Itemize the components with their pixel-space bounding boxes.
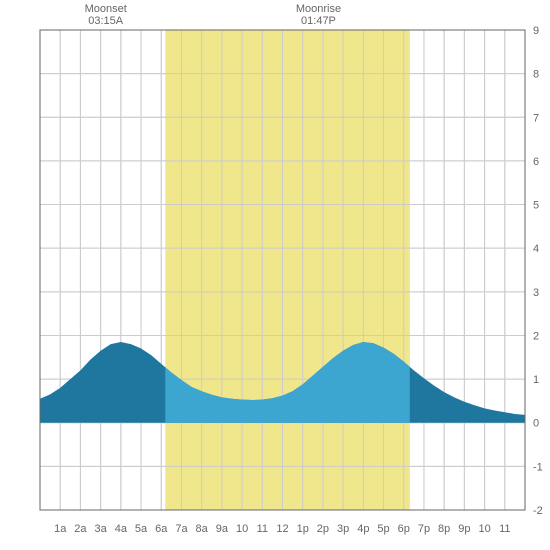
y-tick-label: 3 <box>533 287 539 299</box>
y-tick-label: 2 <box>533 330 539 342</box>
y-tick-label: 8 <box>533 69 539 81</box>
y-tick-label: 4 <box>533 243 539 255</box>
x-tick-label: 3a <box>95 523 108 535</box>
x-tick-label: 1p <box>297 523 309 535</box>
x-tick-label: 2p <box>317 523 329 535</box>
x-tick-label: 9a <box>216 523 229 535</box>
x-tick-label: 8a <box>196 523 209 535</box>
y-tick-label: -2 <box>533 505 543 517</box>
moonset-title: Moonset <box>85 3 127 15</box>
y-tick-label: 0 <box>533 418 539 430</box>
x-tick-label: 4a <box>115 523 128 535</box>
y-tick-label: 5 <box>533 200 539 212</box>
x-tick-label: 5a <box>135 523 148 535</box>
x-tick-label: 11 <box>257 523 268 535</box>
y-tick-label: 7 <box>533 112 539 124</box>
y-tick-label: 9 <box>533 25 539 37</box>
x-tick-label: 7a <box>175 523 188 535</box>
y-tick-label: 6 <box>533 156 539 168</box>
x-tick-label: 6p <box>398 523 410 535</box>
moonrise-title: Moonrise <box>296 3 341 15</box>
moonset-time: 03:15A <box>88 15 124 27</box>
moonrise-time: 01:47P <box>301 15 336 27</box>
x-tick-label: 5p <box>377 523 389 535</box>
x-tick-label: 3p <box>337 523 349 535</box>
x-tick-label: 9p <box>458 523 470 535</box>
x-tick-label: 4p <box>357 523 369 535</box>
y-tick-label: -1 <box>533 461 543 473</box>
x-tick-label: 8p <box>438 523 450 535</box>
y-tick-label: 1 <box>533 374 539 386</box>
x-tick-label: 11 <box>499 523 510 535</box>
x-tick-label: 12 <box>276 523 288 535</box>
tide-chart: 1a2a3a4a5a6a7a8a9a1011121p2p3p4p5p6p7p8p… <box>0 0 550 550</box>
x-tick-label: 6a <box>155 523 168 535</box>
x-tick-label: 2a <box>74 523 87 535</box>
x-tick-label: 1a <box>54 523 67 535</box>
x-tick-label: 7p <box>418 523 430 535</box>
x-tick-label: 10 <box>236 523 248 535</box>
x-tick-label: 10 <box>478 523 490 535</box>
